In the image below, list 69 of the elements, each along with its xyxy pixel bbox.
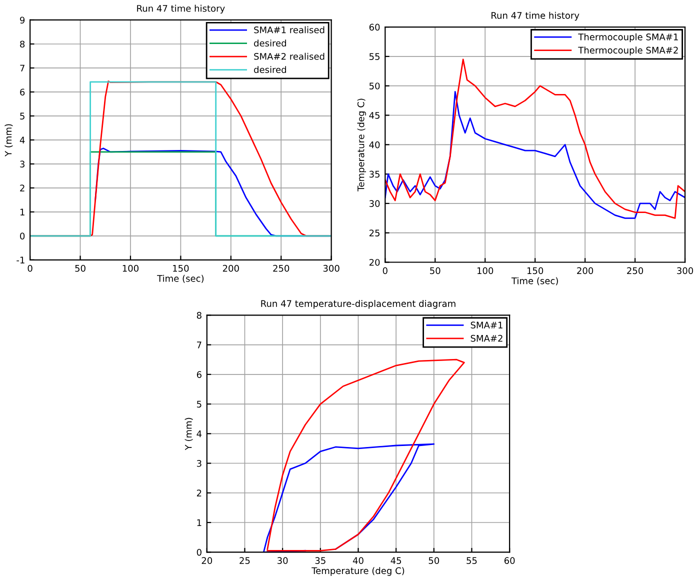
y-tick-label: 20 bbox=[369, 258, 380, 266]
x-tick-label: 150 bbox=[173, 264, 189, 272]
y-tick-label: 55 bbox=[369, 53, 380, 60]
y-tick-label: 7 bbox=[197, 342, 202, 348]
y-tick-label: 40 bbox=[369, 141, 380, 148]
x-axis-title: Temperature (deg C) bbox=[312, 567, 404, 576]
y-tick-label: 0 bbox=[20, 232, 25, 240]
legend-label: SMA#2 bbox=[470, 334, 502, 342]
y-tick-label: 6 bbox=[196, 371, 202, 378]
x-tick-label: 0 bbox=[382, 267, 388, 274]
y-tick-label: 8 bbox=[196, 312, 202, 319]
x-tick-label: 50 bbox=[75, 264, 86, 272]
chart-title: Run 47 time history bbox=[137, 4, 225, 14]
y-tick-label: 5 bbox=[20, 112, 24, 120]
legend-label: desired bbox=[254, 66, 286, 74]
x-tick-label: 100 bbox=[122, 264, 138, 272]
y-axis-title: Y (mm) bbox=[4, 124, 13, 156]
x-tick-label: 300 bbox=[323, 264, 340, 272]
x-tick-label: 35 bbox=[315, 557, 326, 564]
x-tick-label: 30 bbox=[278, 557, 288, 564]
legend-label: Thermocouple SMA#2 bbox=[578, 46, 678, 56]
y-tick-label: 30 bbox=[369, 200, 380, 208]
x-axis-title: Time (sec) bbox=[157, 274, 204, 283]
x-tick-label: 40 bbox=[352, 557, 364, 564]
x-tick-label: 20 bbox=[202, 557, 212, 564]
x-tick-label: 50 bbox=[430, 267, 440, 274]
y-tick-label: 1 bbox=[197, 519, 202, 526]
x-tick-label: 250 bbox=[627, 267, 644, 274]
x-tick-label: 150 bbox=[527, 267, 544, 274]
legend-label: Thermocouple SMA#1 bbox=[578, 33, 678, 42]
y-tick-label: 5 bbox=[196, 400, 202, 408]
y-tick-label: 50 bbox=[369, 82, 380, 90]
y-tick-label: 2 bbox=[20, 184, 24, 192]
legend-label: SMA#1 realised bbox=[254, 26, 324, 34]
chart-title: Run 47 time history bbox=[492, 12, 580, 21]
x-tick-label: 60 bbox=[504, 557, 515, 564]
y-tick-label: 4 bbox=[196, 430, 202, 438]
x-tick-label: 45 bbox=[390, 557, 402, 564]
x-tick-label: 55 bbox=[466, 557, 477, 564]
y-tick-label: -1 bbox=[16, 256, 24, 264]
y-tick-label: 0 bbox=[196, 548, 202, 556]
y-tick-label: 9 bbox=[20, 16, 25, 24]
y-axis-title: Y (mm) bbox=[184, 418, 193, 450]
x-tick-label: 200 bbox=[222, 264, 239, 272]
y-tick-label: 3 bbox=[20, 160, 24, 168]
chart-title: Run 47 temperature-displacement diagram bbox=[261, 300, 456, 309]
x-tick-label: 200 bbox=[577, 267, 594, 274]
x-tick-label: 100 bbox=[477, 267, 494, 274]
legend-label: SMA#2 realised bbox=[254, 52, 324, 60]
y-tick-label: 1 bbox=[20, 208, 24, 216]
legend-label: desired bbox=[254, 40, 286, 47]
x-tick-label: 50 bbox=[428, 557, 440, 564]
x-tick-label: 300 bbox=[677, 267, 694, 274]
y-tick-label: 60 bbox=[369, 24, 380, 31]
x-tick-label: 250 bbox=[273, 264, 290, 272]
y-tick-label: 45 bbox=[369, 112, 380, 119]
legend-label: SMA#1 bbox=[470, 322, 502, 328]
y-tick-label: 2 bbox=[196, 490, 202, 496]
y-tick-label: 25 bbox=[369, 230, 380, 236]
y-tick-label: 35 bbox=[369, 170, 380, 178]
y-tick-label: 8 bbox=[20, 40, 25, 48]
x-tick-label: 25 bbox=[240, 557, 250, 564]
x-axis-title: Time (sec) bbox=[511, 277, 558, 286]
y-tick-label: 4 bbox=[20, 136, 25, 144]
y-tick-label: 3 bbox=[196, 460, 202, 467]
x-tick-label: 0 bbox=[28, 264, 32, 272]
y-axis-title: Temperature (deg C) bbox=[357, 98, 366, 192]
y-tick-label: 6 bbox=[20, 88, 25, 96]
y-tick-label: 7 bbox=[20, 64, 24, 72]
